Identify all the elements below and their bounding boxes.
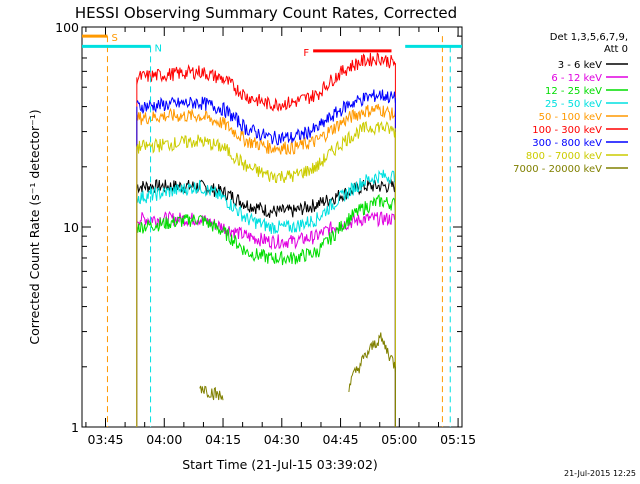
y-tick-label: 10 xyxy=(63,220,79,235)
marker-label-n: N xyxy=(155,43,162,54)
legend-label: 25 - 50 keV xyxy=(545,99,602,110)
legend-header: Det 1,3,5,6,7,9, xyxy=(550,32,628,43)
y-tick-label: 1 xyxy=(71,420,79,435)
x-tick-label: 04:45 xyxy=(323,432,359,447)
legend-label: 7000 - 20000 keV xyxy=(513,164,602,175)
marker-label-s: S xyxy=(111,33,117,44)
x-tick-label: 05:00 xyxy=(381,432,417,447)
x-axis-label: Start Time (21-Jul-15 03:39:02) xyxy=(182,457,378,472)
legend-label: 50 - 100 keV xyxy=(539,112,603,123)
series-line-800-7000-kev xyxy=(136,120,396,184)
legend-header: Att 0 xyxy=(604,44,628,55)
x-tick-label: 04:30 xyxy=(264,432,300,447)
marker-label-f: F xyxy=(303,48,309,59)
series-line-25-50-kev xyxy=(136,169,396,235)
legend-label: 6 - 12 keV xyxy=(551,73,602,84)
series-line-6-12-kev xyxy=(136,210,396,251)
legend-label: 800 - 7000 keV xyxy=(526,151,602,162)
legend-label: 12 - 25 keV xyxy=(545,86,602,97)
plot-timestamp: 21-Jul-2015 12:25 xyxy=(564,469,636,478)
x-tick-label: 04:15 xyxy=(205,432,241,447)
legend: Det 1,3,5,6,7,9,Att 03 - 6 keV 6 - 12 keV… xyxy=(513,32,628,175)
series-line-7000-20000-kev xyxy=(199,332,396,401)
series-line-12-25-kev xyxy=(136,193,396,266)
legend-label: 300 - 800 keV xyxy=(532,138,602,149)
y-tick-label: 100 xyxy=(55,20,79,35)
legend-label: 3 - 6 keV xyxy=(558,60,602,71)
series-line-100-300-kev xyxy=(136,52,396,112)
series-line-300-800-kev xyxy=(136,89,396,146)
x-tick-label: 03:45 xyxy=(87,432,123,447)
series-layer xyxy=(136,52,396,427)
series-line-50-100-kev xyxy=(136,103,396,156)
chart-title: HESSI Observing Summary Count Rates, Cor… xyxy=(75,4,457,22)
series-line-3-6-kev xyxy=(136,178,396,218)
legend-label: 100 - 300 keV xyxy=(532,125,602,136)
x-tick-label: 05:15 xyxy=(440,432,476,447)
y-axis-label: Corrected Count Rate (s⁻¹ detector⁻¹) xyxy=(27,109,42,344)
marker-layer: S N F xyxy=(82,33,462,427)
x-tick-label: 04:00 xyxy=(146,432,182,447)
axes: 1 10 100 03:45 04:00 04:15 04:30 04:45 05:00 05:1… xyxy=(55,20,476,447)
